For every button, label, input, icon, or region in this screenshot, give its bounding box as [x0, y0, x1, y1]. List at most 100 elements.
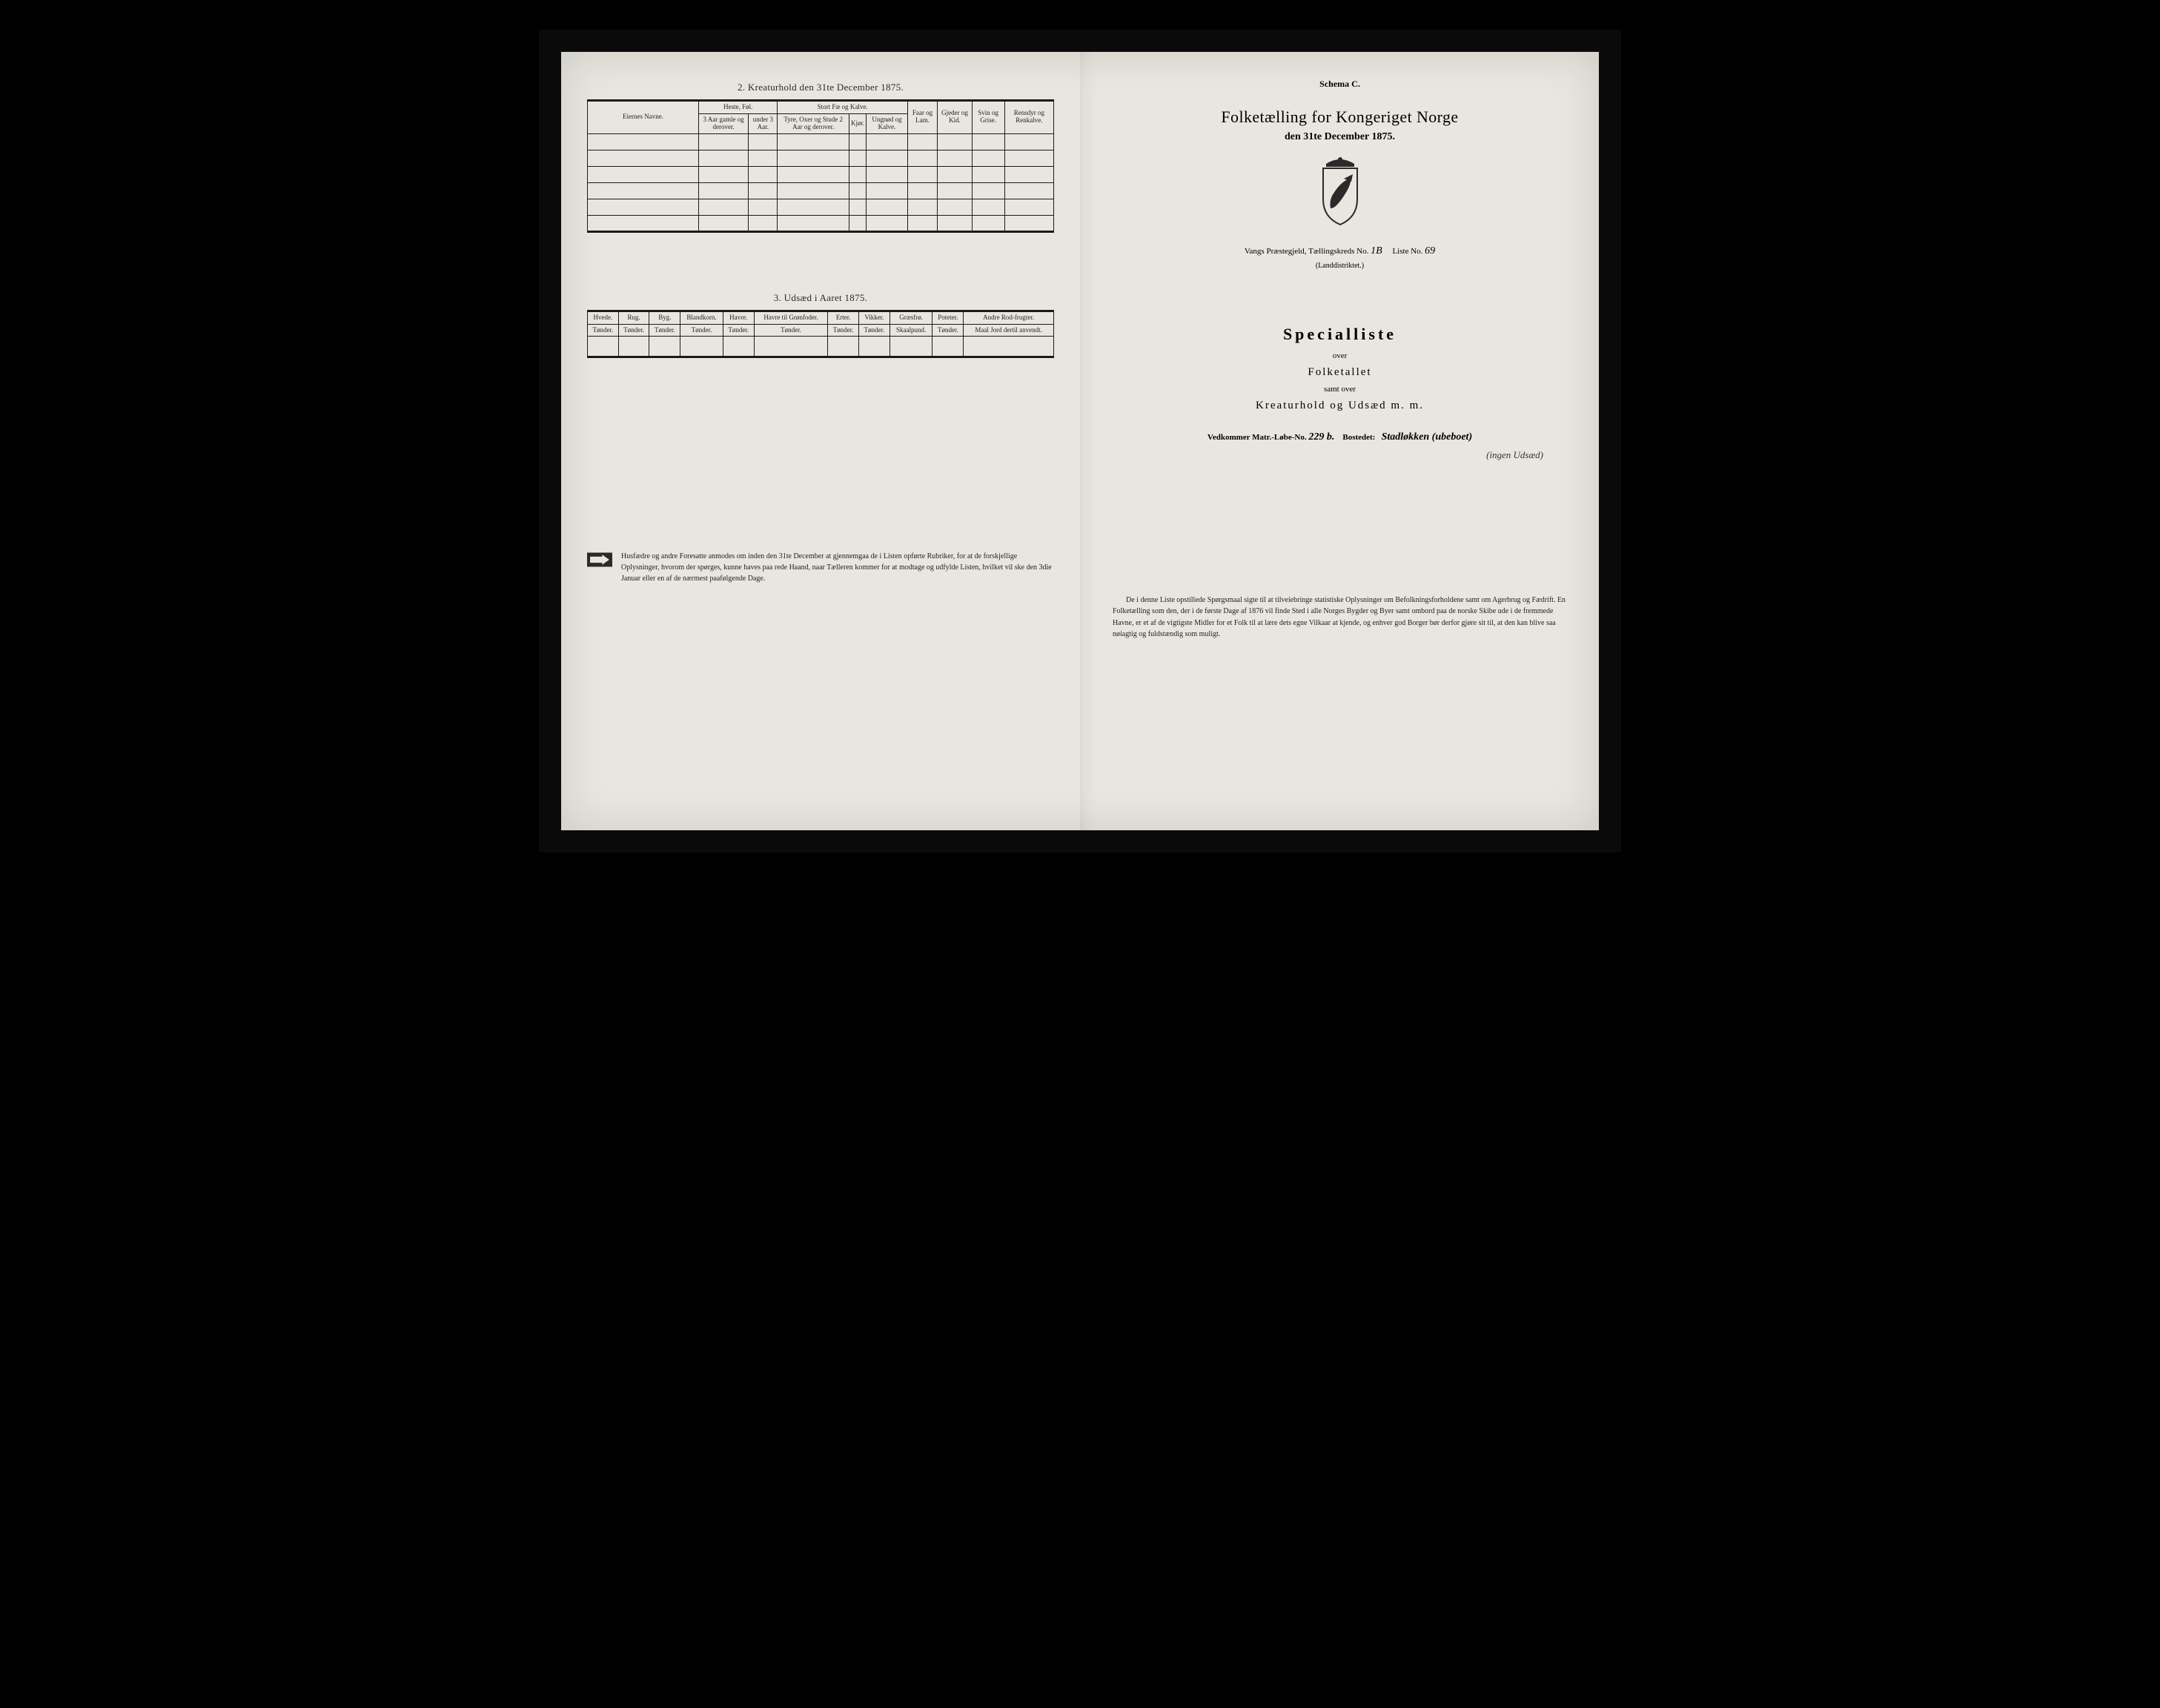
table-cell — [907, 215, 938, 231]
udsaed-col-unit: Tønder. — [723, 324, 754, 337]
udsaed-col-header: Poteter. — [932, 311, 964, 324]
table-cell — [849, 150, 867, 166]
udsaed-col-unit: Tønder. — [680, 324, 723, 337]
table-cell — [972, 215, 1004, 231]
left-footer-text: Husfædre og andre Foresatte anmodes om i… — [621, 551, 1054, 584]
table-cell — [907, 182, 938, 199]
table-cell — [749, 166, 778, 182]
owner-header: Eiernes Navne. — [588, 101, 699, 134]
table-cell — [938, 150, 972, 166]
table-cell — [1004, 182, 1053, 199]
section2-title: 2. Kreaturhold den 31te December 1875. — [587, 82, 1054, 93]
table-cell — [699, 182, 749, 199]
table-cell — [588, 150, 699, 166]
table-cell — [867, 166, 907, 182]
table-cell — [867, 199, 907, 215]
table-cell — [932, 337, 964, 357]
bosted-hand2: (ingen Udsæd) — [1107, 449, 1573, 461]
district-pre: Vangs — [1245, 247, 1265, 256]
table-cell — [1004, 215, 1053, 231]
table-cell — [749, 150, 778, 166]
table-cell — [938, 182, 972, 199]
table-cell — [699, 199, 749, 215]
table-cell — [849, 182, 867, 199]
table-row — [588, 133, 1054, 150]
page-right: Schema C. Folketælling for Kongeriget No… — [1080, 52, 1599, 830]
district-no: 1B — [1371, 245, 1382, 256]
col-faar: Faar og Lam. — [907, 101, 938, 134]
samt-line: samt over — [1107, 385, 1573, 394]
table-cell — [972, 166, 1004, 182]
table-cell — [1004, 133, 1053, 150]
main-title: Folketælling for Kongeriget Norge — [1107, 107, 1573, 127]
table-cell — [778, 215, 849, 231]
table-cell — [749, 215, 778, 231]
table-cell — [907, 166, 938, 182]
table-cell — [938, 133, 972, 150]
left-footer-note: Husfædre og andre Foresatte anmodes om i… — [587, 551, 1054, 584]
table-cell — [588, 133, 699, 150]
table-cell — [849, 166, 867, 182]
udsaed-col-unit: Tønder. — [859, 324, 890, 337]
folketallet-line: Folketallet — [1107, 366, 1573, 379]
coat-of-arms-icon — [1311, 156, 1369, 227]
table-cell — [680, 337, 723, 357]
table-row — [588, 150, 1054, 166]
table-cell — [749, 133, 778, 150]
table-cell — [618, 337, 649, 357]
table-cell — [778, 182, 849, 199]
section3-title: 3. Udsæd i Aaret 1875. — [587, 292, 1054, 304]
group-stort: Stort Fæ og Kalve. — [778, 101, 907, 114]
udsaed-table: Hvede.Rug.Byg.Blandkorn.Havre.Havre til … — [587, 310, 1054, 359]
udsaed-col-unit: Tønder. — [618, 324, 649, 337]
stort-sub1: Tyre, Oxer og Stude 2 Aar og derover. — [778, 113, 849, 133]
col-gjeder: Gjeder og Kid. — [938, 101, 972, 134]
table-cell — [907, 133, 938, 150]
table-cell — [972, 150, 1004, 166]
table-cell — [972, 182, 1004, 199]
over-line: over — [1107, 351, 1573, 360]
table-cell — [649, 337, 680, 357]
table-cell — [754, 337, 828, 357]
udsaed-col-header: Havre. — [723, 311, 754, 324]
table-cell — [699, 133, 749, 150]
district-sub: (Landdistriktet.) — [1316, 262, 1364, 270]
table-cell — [1004, 150, 1053, 166]
table-cell — [778, 199, 849, 215]
table-cell — [828, 337, 859, 357]
kreatur-udsæd-line: Kreaturhold og Udsæd m. m. — [1107, 400, 1573, 412]
kreatur-table: Eiernes Navne. Heste, Føl. Stort Fæ og K… — [587, 99, 1054, 233]
group-heste: Heste, Føl. — [699, 101, 778, 114]
udsaed-col-header: Rug. — [618, 311, 649, 324]
table-cell — [749, 199, 778, 215]
udsaed-col-header: Græsfrø. — [889, 311, 932, 324]
udsaed-col-unit: Tønder. — [649, 324, 680, 337]
udsaed-col-unit: Skaalpund. — [889, 324, 932, 337]
table-cell — [699, 215, 749, 231]
udsaed-col-header: Havre til Grønfoder. — [754, 311, 828, 324]
special-title: Specialliste — [1107, 325, 1573, 344]
liste-no: 69 — [1425, 245, 1435, 256]
udsaed-col-header: Vikker. — [859, 311, 890, 324]
udsaed-col-unit: Tønder. — [828, 324, 859, 337]
scan-frame: 2. Kreaturhold den 31te December 1875. E… — [539, 30, 1621, 853]
udsaed-col-unit: Tønder. — [932, 324, 964, 337]
schema-label: Schema C. — [1107, 79, 1573, 90]
pointing-hand-icon — [587, 552, 612, 567]
table-cell — [938, 199, 972, 215]
table-row — [588, 182, 1054, 199]
table-cell — [849, 133, 867, 150]
table-cell — [938, 166, 972, 182]
udsaed-col-header: Andre Rod-frugter. — [964, 311, 1054, 324]
table-cell — [588, 337, 619, 357]
liste-label: Liste No. — [1392, 247, 1422, 256]
table-cell — [588, 199, 699, 215]
district-label: Præstegjeld, Tællingskreds No. — [1266, 247, 1368, 256]
table-cell — [972, 133, 1004, 150]
udsaed-col-header: Hvede. — [588, 311, 619, 324]
heste-sub1: 3 Aar gamle og derover. — [699, 113, 749, 133]
vedkommer-line: Vedkommer Matr.-Løbe-No. 229 b. Bostedet… — [1107, 431, 1573, 443]
vedkommer-label: Vedkommer Matr.-Løbe-No. — [1207, 433, 1307, 442]
stort-sub2: Kjør. — [849, 113, 867, 133]
table-cell — [867, 133, 907, 150]
